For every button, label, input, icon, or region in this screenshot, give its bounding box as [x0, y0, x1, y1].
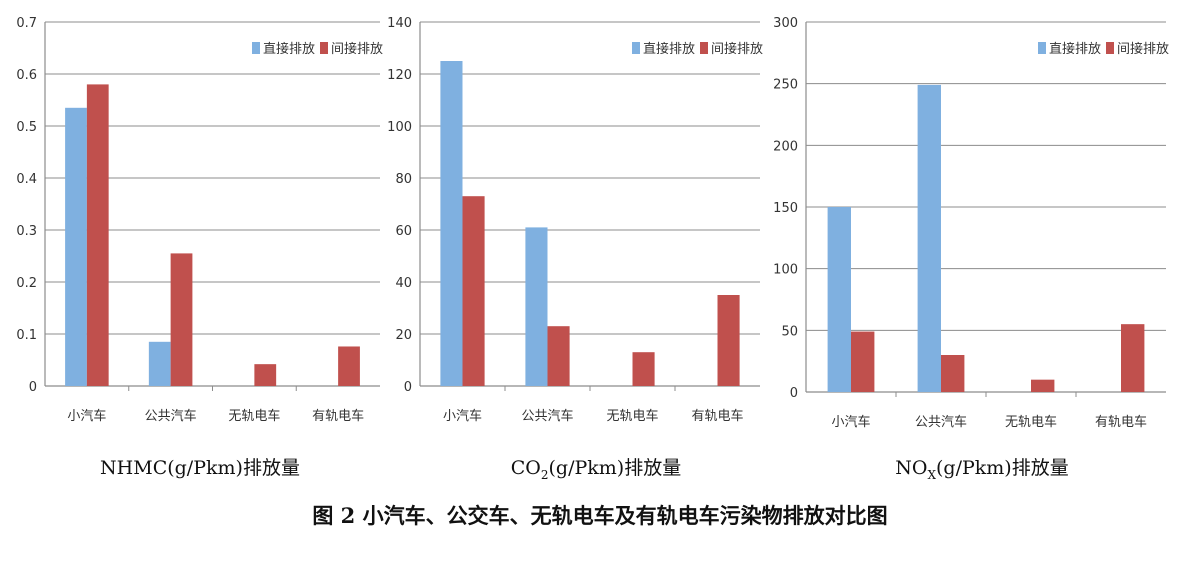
bar-direct-1 [917, 84, 941, 393]
legend-swatch [632, 42, 640, 54]
y-tick-label: 120 [387, 68, 412, 83]
y-tick-label: 0.6 [16, 68, 37, 83]
category-label: 无轨电车 [228, 408, 280, 424]
y-tick-label: 50 [781, 324, 798, 339]
category-label: 公共汽车 [145, 408, 197, 424]
legend-swatch [700, 42, 708, 54]
category-label: 公共汽车 [521, 408, 573, 424]
bar-direct-0 [65, 107, 87, 387]
chart-0: 0 0.1 0.2 0.3 0.4 0.5 0.6 0.7 小汽车 公共汽车 无轨电车 有轨电车 直接排… [16, 16, 383, 479]
y-tick-label: 150 [773, 201, 798, 216]
y-tick-label: 0.5 [16, 120, 37, 135]
legend-swatch [1038, 42, 1046, 54]
bar-direct-1 [148, 341, 171, 386]
bar-indirect-1 [941, 355, 965, 392]
legend-label: 直接排放 [1049, 41, 1101, 57]
bar-direct-0 [440, 61, 463, 386]
legend-label: 间接排放 [331, 41, 383, 57]
bar-indirect-2 [1031, 379, 1055, 392]
y-tick-label: 0.1 [16, 328, 37, 343]
y-tick-label: 0.3 [16, 224, 37, 239]
chart-2: 0 50 100 150 200 250 300 小汽车 公共汽车 无轨电车 有轨电车 直接排放 间接排… [773, 16, 1169, 482]
legend-label: 间接排放 [711, 41, 763, 57]
bar-indirect-2 [632, 352, 655, 386]
bar-direct-0 [827, 207, 851, 392]
category-label: 无轨电车 [606, 408, 658, 424]
y-tick-label: 0 [404, 380, 412, 395]
bar-indirect-3 [1121, 324, 1145, 392]
category-label: 小汽车 [443, 408, 482, 424]
category-label: 小汽车 [67, 408, 106, 424]
chart-1: 0 20 40 60 80 100 120 140 小汽车 公共汽车 无轨电车 有轨电车 直接排放 间接排… [387, 16, 763, 482]
y-tick-label: 60 [395, 224, 412, 239]
y-tick-label: 100 [773, 263, 798, 278]
bar-indirect-0 [851, 331, 875, 392]
y-tick-label: 80 [395, 172, 412, 187]
legend-label: 直接排放 [263, 41, 315, 57]
y-tick-label: 100 [387, 120, 412, 135]
y-tick-label: 300 [773, 16, 798, 31]
x-axis-title: NOX(g/Pkm)排放量 [895, 457, 1068, 482]
x-axis-title: NHMC(g/Pkm)排放量 [100, 457, 300, 479]
x-axis-title: CO2(g/Pkm)排放量 [511, 457, 681, 482]
legend-swatch [320, 42, 328, 54]
bar-indirect-0 [86, 84, 109, 387]
y-tick-label: 0 [29, 380, 37, 395]
y-tick-label: 0.7 [16, 16, 37, 31]
y-tick-label: 40 [395, 276, 412, 291]
legend-swatch [252, 42, 260, 54]
bar-indirect-3 [717, 295, 740, 386]
y-tick-label: 20 [395, 328, 412, 343]
charts-area: 0 0.1 0.2 0.3 0.4 0.5 0.6 0.7 小汽车 公共汽车 无轨电车 有轨电车 直接排… [16, 16, 1169, 482]
legend-label: 直接排放 [643, 41, 695, 57]
figure-caption: 图 2 小汽车、公交车、无轨电车及有轨电车污染物排放对比图 [312, 503, 888, 528]
category-label: 有轨电车 [312, 408, 364, 424]
y-tick-label: 0 [790, 386, 798, 401]
bar-indirect-1 [170, 253, 193, 386]
bar-indirect-2 [254, 364, 277, 386]
y-tick-label: 0.4 [16, 172, 37, 187]
y-tick-label: 140 [387, 16, 412, 31]
y-tick-label: 200 [773, 139, 798, 154]
category-label: 小汽车 [831, 414, 870, 430]
bar-indirect-1 [547, 326, 570, 386]
legend-swatch [1106, 42, 1114, 54]
bar-direct-1 [525, 227, 548, 386]
bar-indirect-3 [338, 346, 360, 386]
category-label: 公共汽车 [915, 414, 967, 430]
legend-label: 间接排放 [1117, 41, 1169, 57]
bar-indirect-0 [462, 196, 485, 386]
y-tick-label: 250 [773, 78, 798, 93]
category-label: 有轨电车 [691, 408, 743, 424]
category-label: 无轨电车 [1005, 414, 1057, 430]
y-tick-label: 0.2 [16, 276, 37, 291]
category-label: 有轨电车 [1095, 414, 1147, 430]
